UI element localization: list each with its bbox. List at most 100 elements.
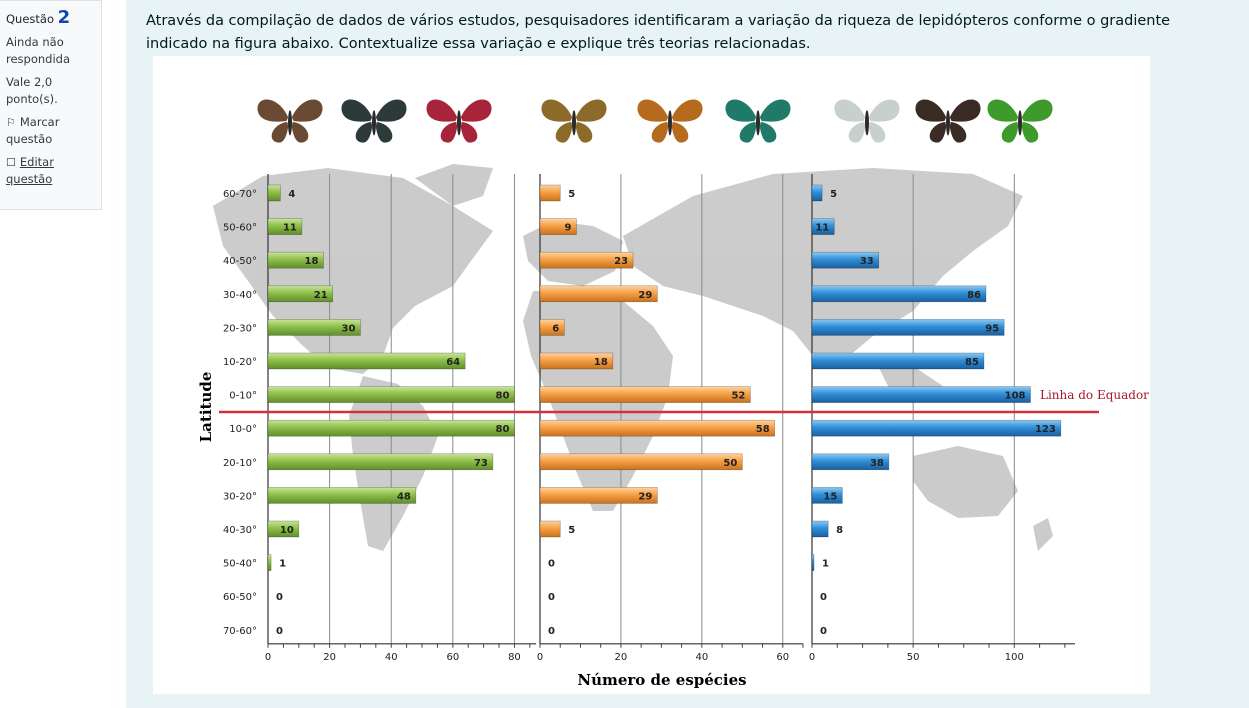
butterfly-icon: [541, 99, 607, 143]
bar-green: [267, 251, 324, 269]
flag-question-button[interactable]: ⚐ Marcar questão: [6, 115, 60, 146]
bar-orange: [539, 386, 751, 403]
butterfly-icon: [834, 99, 900, 143]
latitude-tick-label: 30-40°: [223, 290, 257, 301]
latitude-tick-label: 40-30°: [223, 525, 257, 536]
bar-blue: [811, 520, 829, 538]
x-tick-label: 80: [508, 652, 521, 663]
bar-blue: [811, 453, 890, 471]
bar-orange: [539, 487, 658, 504]
bar-orange: [539, 184, 561, 202]
bar-green: [267, 419, 515, 437]
butterfly-icon: [987, 99, 1053, 143]
flag-icon: ⚐: [6, 116, 16, 129]
latitude-tick-label: 10-0°: [229, 424, 257, 435]
question-text: Através da compilação de dados de vários…: [146, 13, 1171, 52]
bar-value-label: 10: [280, 525, 294, 536]
bar-value-label: 0: [820, 592, 827, 603]
species-richness-chart: 60-70° 50-60° 40-50° 30-40° 20-30° 10-20° 0-10…: [197, 99, 1149, 689]
bar-value-label: 0: [548, 592, 555, 603]
figure: 60-70° 50-60° 40-50° 30-40° 20-30° 10-20° 0-10…: [153, 56, 1150, 694]
bar-green: [267, 386, 515, 403]
latitude-tick-label: 40-50°: [223, 256, 257, 267]
bar-orange: [539, 218, 577, 235]
bar-value-label: 30: [341, 323, 355, 334]
question-content: Através da compilação de dados de vários…: [126, 0, 1249, 708]
butterfly-icon: [341, 99, 407, 143]
bar-value-label: 52: [731, 391, 745, 402]
y-axis-title: Latitude: [197, 372, 215, 443]
x-tick-label: 100: [1005, 652, 1024, 663]
bar-blue: [811, 319, 1005, 336]
bar-green: [267, 453, 494, 471]
latitude-tick-label: 60-70°: [223, 189, 257, 200]
bar-value-label: 18: [594, 357, 608, 368]
latitude-tick-label: 70-60°: [223, 626, 257, 637]
latitude-tick-label: 0-10°: [229, 391, 257, 402]
bar-value-label: 23: [614, 256, 628, 267]
bar-value-label: 73: [474, 458, 488, 469]
butterfly-icon: [725, 99, 791, 143]
bar-value-label: 50: [723, 458, 737, 469]
bar-value-label: 95: [985, 323, 999, 334]
latitude-tick-label: 20-10°: [223, 458, 257, 469]
bar-value-label: 1: [822, 559, 829, 570]
x-tick-label: 20: [323, 652, 336, 663]
question-points: Vale 2,0 ponto(s).: [6, 75, 58, 106]
x-tick-label: 40: [695, 652, 708, 663]
bar-orange: [539, 352, 614, 370]
bar-value-label: 5: [830, 189, 837, 200]
bar-blue: [811, 554, 815, 571]
edit-question-link[interactable]: ☐ Editar questão: [6, 155, 54, 186]
bar-green: [267, 184, 281, 202]
x-tick-label: 60: [446, 652, 459, 663]
bar-blue: [811, 352, 985, 370]
bar-blue: [811, 184, 823, 202]
question-status: Ainda não respondida: [6, 35, 71, 66]
bar-value-label: 38: [870, 458, 884, 469]
x-tick-label: 60: [776, 652, 789, 663]
bar-value-label: 8: [836, 525, 843, 536]
x-tick-label: 0: [265, 652, 271, 663]
bar-green: [267, 352, 466, 370]
bar-value-label: 1: [279, 559, 286, 570]
bar-value-label: 4: [288, 189, 295, 200]
bar-value-label: 5: [568, 189, 575, 200]
bar-value-label: 21: [314, 290, 328, 301]
bar-green: [267, 554, 272, 571]
x-tick-label: 0: [809, 652, 815, 663]
bar-value-label: 64: [446, 357, 460, 368]
butterfly-icon: [257, 99, 323, 143]
bar-value-label: 6: [552, 323, 559, 334]
bar-value-label: 5: [568, 525, 575, 536]
bar-green: [267, 285, 333, 303]
bar-value-label: 29: [638, 290, 652, 301]
bar-value-label: 0: [276, 592, 283, 603]
bar-value-label: 33: [860, 256, 874, 267]
x-tick-label: 0: [537, 652, 543, 663]
bar-orange: [539, 419, 775, 437]
bar-value-label: 0: [548, 626, 555, 637]
bar-blue: [811, 285, 987, 303]
bar-blue: [811, 419, 1062, 437]
bar-value-label: 58: [756, 424, 770, 435]
edit-icon: ☐: [6, 156, 16, 169]
bar-value-label: 11: [283, 223, 297, 234]
bar-value-label: 85: [965, 357, 979, 368]
bar-value-label: 108: [1005, 391, 1026, 402]
bar-blue: [811, 487, 843, 504]
bar-orange: [539, 453, 743, 471]
bar-value-label: 123: [1035, 424, 1056, 435]
bar-blue: [811, 218, 835, 235]
butterfly-images: [257, 99, 1053, 143]
x-tick-label: 50: [907, 652, 920, 663]
bar-value-label: 80: [496, 391, 510, 402]
x-tick-label: 40: [385, 652, 398, 663]
bar-value-label: 48: [397, 491, 411, 502]
bar-value-label: 9: [564, 223, 571, 234]
butterfly-icon: [915, 99, 981, 143]
bar-value-label: 80: [496, 424, 510, 435]
latitude-tick-label: 10-20°: [223, 357, 257, 368]
bar-value-label: 0: [820, 626, 827, 637]
x-tick-label: 20: [615, 652, 628, 663]
